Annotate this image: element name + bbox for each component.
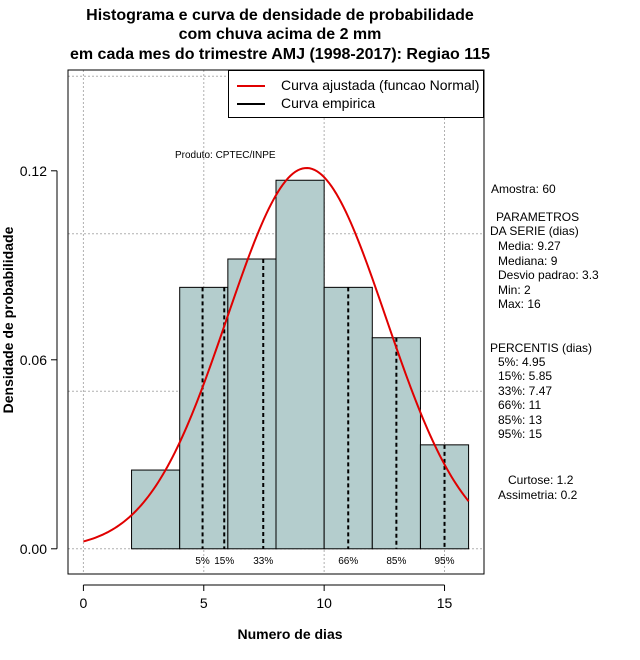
chart-title-line-1: Histograma e curva de densidade de proba… [86,7,474,24]
fitted-normal-curve [83,167,470,543]
legend: Curva ajustada (funcao Normal) Curva emp… [228,70,484,118]
x-tick-label-3: 15 [437,595,453,611]
x-axis-label: Numero de dias [237,626,342,642]
x-tick-label-2: 10 [316,595,332,611]
stat-p95: 95%: 15 [498,427,543,441]
y-tick-label-2: 0.12 [20,163,47,179]
stat-amostra: Amostra: 60 [491,182,556,196]
percentile-label-5: 95% [435,556,455,567]
percentile-lines-layer: 5% 15% 33% 66% 85% 95% [195,259,455,567]
y-axis-label: Densidade de probabilidade [0,226,16,413]
stat-p33: 33%: 7.47 [498,384,553,398]
x-tick-label-1: 5 [200,595,208,611]
percentile-label-2: 33% [253,556,273,567]
x-tick-label-0: 0 [80,595,88,611]
stat-desvio: Desvio padrao: 3.3 [498,268,599,282]
stat-assimetria: Assimetria: 0.2 [498,488,578,502]
percentile-label-0: 5% [195,556,210,567]
stat-max: Max: 16 [498,297,541,311]
percentile-label-3: 66% [338,556,358,567]
product-label: Produto: CPTEC/INPE [175,150,276,161]
percentis-title: PERCENTIS (dias) [490,341,593,355]
stat-media: Media: 9.27 [498,239,561,253]
histogram-bar-4 [323,286,373,550]
legend-label-fitted: Curva ajustada (funcao Normal) [281,77,480,93]
stat-p85: 85%: 13 [498,413,543,427]
fitted-curve-layer [83,167,470,543]
histogram-bar-0 [131,469,181,550]
stat-p66: 66%: 11 [498,398,542,412]
legend-label-empirical: Curva empirica [281,95,376,111]
legend-swatch-empirical [237,103,265,105]
params-title-2: DA SERIE (dias) [490,224,579,238]
params-title-1: PARAMETROS [496,210,580,224]
axis-layer: 0 5 10 15 0.00 0.06 0.12 Numero de dias Densidad… [0,163,453,642]
histogram-bar-2 [227,258,277,550]
bars-layer [131,179,470,550]
y-tick-label-1: 0.06 [20,352,47,368]
stat-curtose: Curtose: 1.2 [508,473,574,487]
chart-title-line-3: em cada mes do trimestre AMJ (1998-2017)… [69,46,491,63]
chart-title-line-2: com chuva acima de 2 mm [178,26,382,43]
legend-swatch-fitted [237,85,265,87]
histogram-bar-1 [179,286,229,550]
histogram-bar-3 [275,179,325,550]
stat-p5: 5%: 4.95 [498,355,546,369]
stat-mediana: Mediana: 9 [498,254,558,268]
stat-min: Min: 2 [498,283,531,297]
percentile-label-4: 85% [386,556,406,567]
stat-p15: 15%: 5.85 [498,369,553,383]
y-tick-label-0: 0.00 [20,541,47,557]
percentile-label-1: 15% [214,556,234,567]
